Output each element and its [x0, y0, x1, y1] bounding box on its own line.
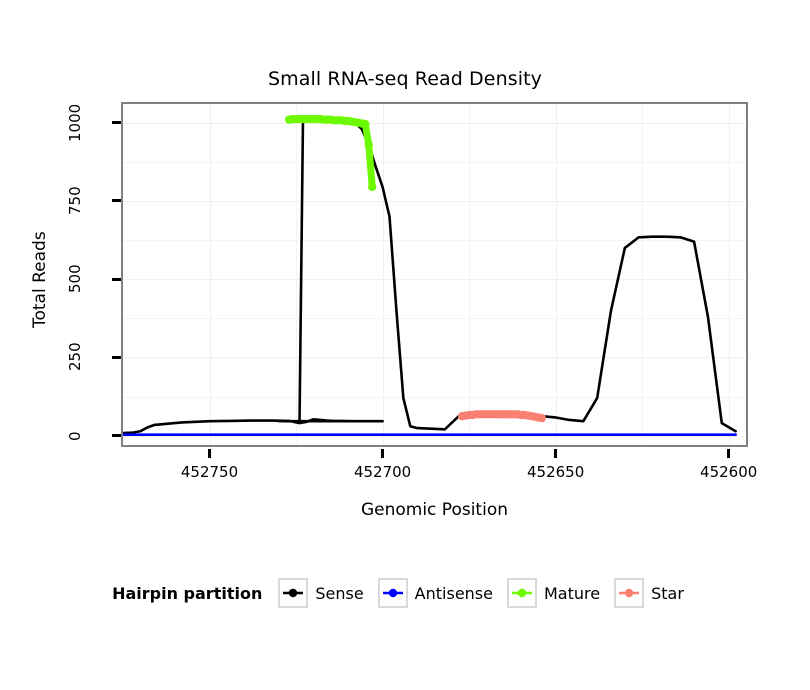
gridline-vertical: [210, 104, 211, 445]
legend-item-mature[interactable]: Mature: [506, 578, 601, 608]
gridline-horizontal: [123, 279, 746, 280]
y-tick-label: 250: [66, 343, 84, 372]
legend-item-label: Star: [651, 583, 684, 603]
x-tick-mark: [208, 449, 212, 458]
line-point-key-icon: [278, 578, 309, 608]
line-point-key-icon: [614, 578, 645, 608]
y-tick-mark: [112, 277, 121, 281]
x-tick-label: 452650: [526, 463, 585, 481]
y-tick-mark: [112, 199, 121, 203]
y-tick-mark: [112, 434, 121, 438]
legend-entries: Sense Antisense Mature Star: [278, 578, 698, 608]
legend-item-antisense[interactable]: Antisense: [377, 578, 493, 608]
gridline-horizontal-minor: [123, 318, 746, 319]
line-point-key-icon: [506, 578, 537, 608]
line-point-key-icon: [377, 578, 408, 608]
plot-area: [123, 104, 746, 445]
y-tick-label: 1000: [66, 103, 84, 142]
y-tick-label: 0: [66, 430, 84, 441]
legend-title: Hairpin partition: [112, 583, 263, 603]
y-tick-mark: [112, 355, 121, 359]
series-layer: [123, 114, 737, 436]
data-point: [364, 140, 373, 149]
y-tick-label: 500: [66, 264, 84, 294]
x-axis-title: Genomic Position: [360, 500, 509, 520]
y-tick-mark: [112, 121, 121, 125]
x-tick-label: 452750: [180, 463, 239, 481]
x-tick-label: 452700: [353, 463, 412, 481]
legend-item-label: Sense: [315, 583, 364, 603]
gridline-horizontal: [123, 201, 746, 202]
legend-item-label: Mature: [543, 583, 601, 603]
x-tick-mark: [554, 449, 558, 458]
gridline-vertical: [383, 104, 384, 445]
gridline-horizontal-minor: [123, 162, 746, 163]
legend-item-sense[interactable]: Sense: [278, 578, 364, 608]
plot-panel: [121, 102, 748, 447]
y-axis-title: Total Reads: [30, 231, 50, 329]
y-tick-label: 750: [66, 186, 84, 216]
gridline-vertical-minor: [469, 104, 470, 445]
gridline-horizontal: [123, 357, 746, 358]
gridline-vertical-minor: [296, 104, 297, 445]
series-mature: [284, 114, 377, 192]
gridline-horizontal-minor: [123, 397, 746, 398]
x-tick-mark: [381, 449, 385, 458]
legend-item-star[interactable]: Star: [614, 578, 684, 608]
legend-item-label: Antisense: [414, 583, 493, 603]
gridline-horizontal-minor: [123, 240, 746, 241]
data-point: [361, 119, 370, 129]
gridline-vertical: [729, 104, 730, 445]
series-star: [457, 410, 546, 423]
page-title: Small RNA-seq Read Density: [268, 68, 542, 90]
gridline-vertical-minor: [642, 104, 643, 445]
gridline-horizontal: [123, 123, 746, 124]
data-point: [368, 182, 377, 192]
x-tick-label: 452600: [700, 463, 758, 481]
gridline-vertical: [556, 104, 557, 445]
data-point: [537, 413, 546, 423]
gridline-horizontal: [123, 436, 746, 437]
legend: Hairpin partition Sense Antisense Mature St…: [0, 578, 810, 608]
x-tick-mark: [727, 449, 731, 458]
series-sense: [123, 117, 737, 435]
